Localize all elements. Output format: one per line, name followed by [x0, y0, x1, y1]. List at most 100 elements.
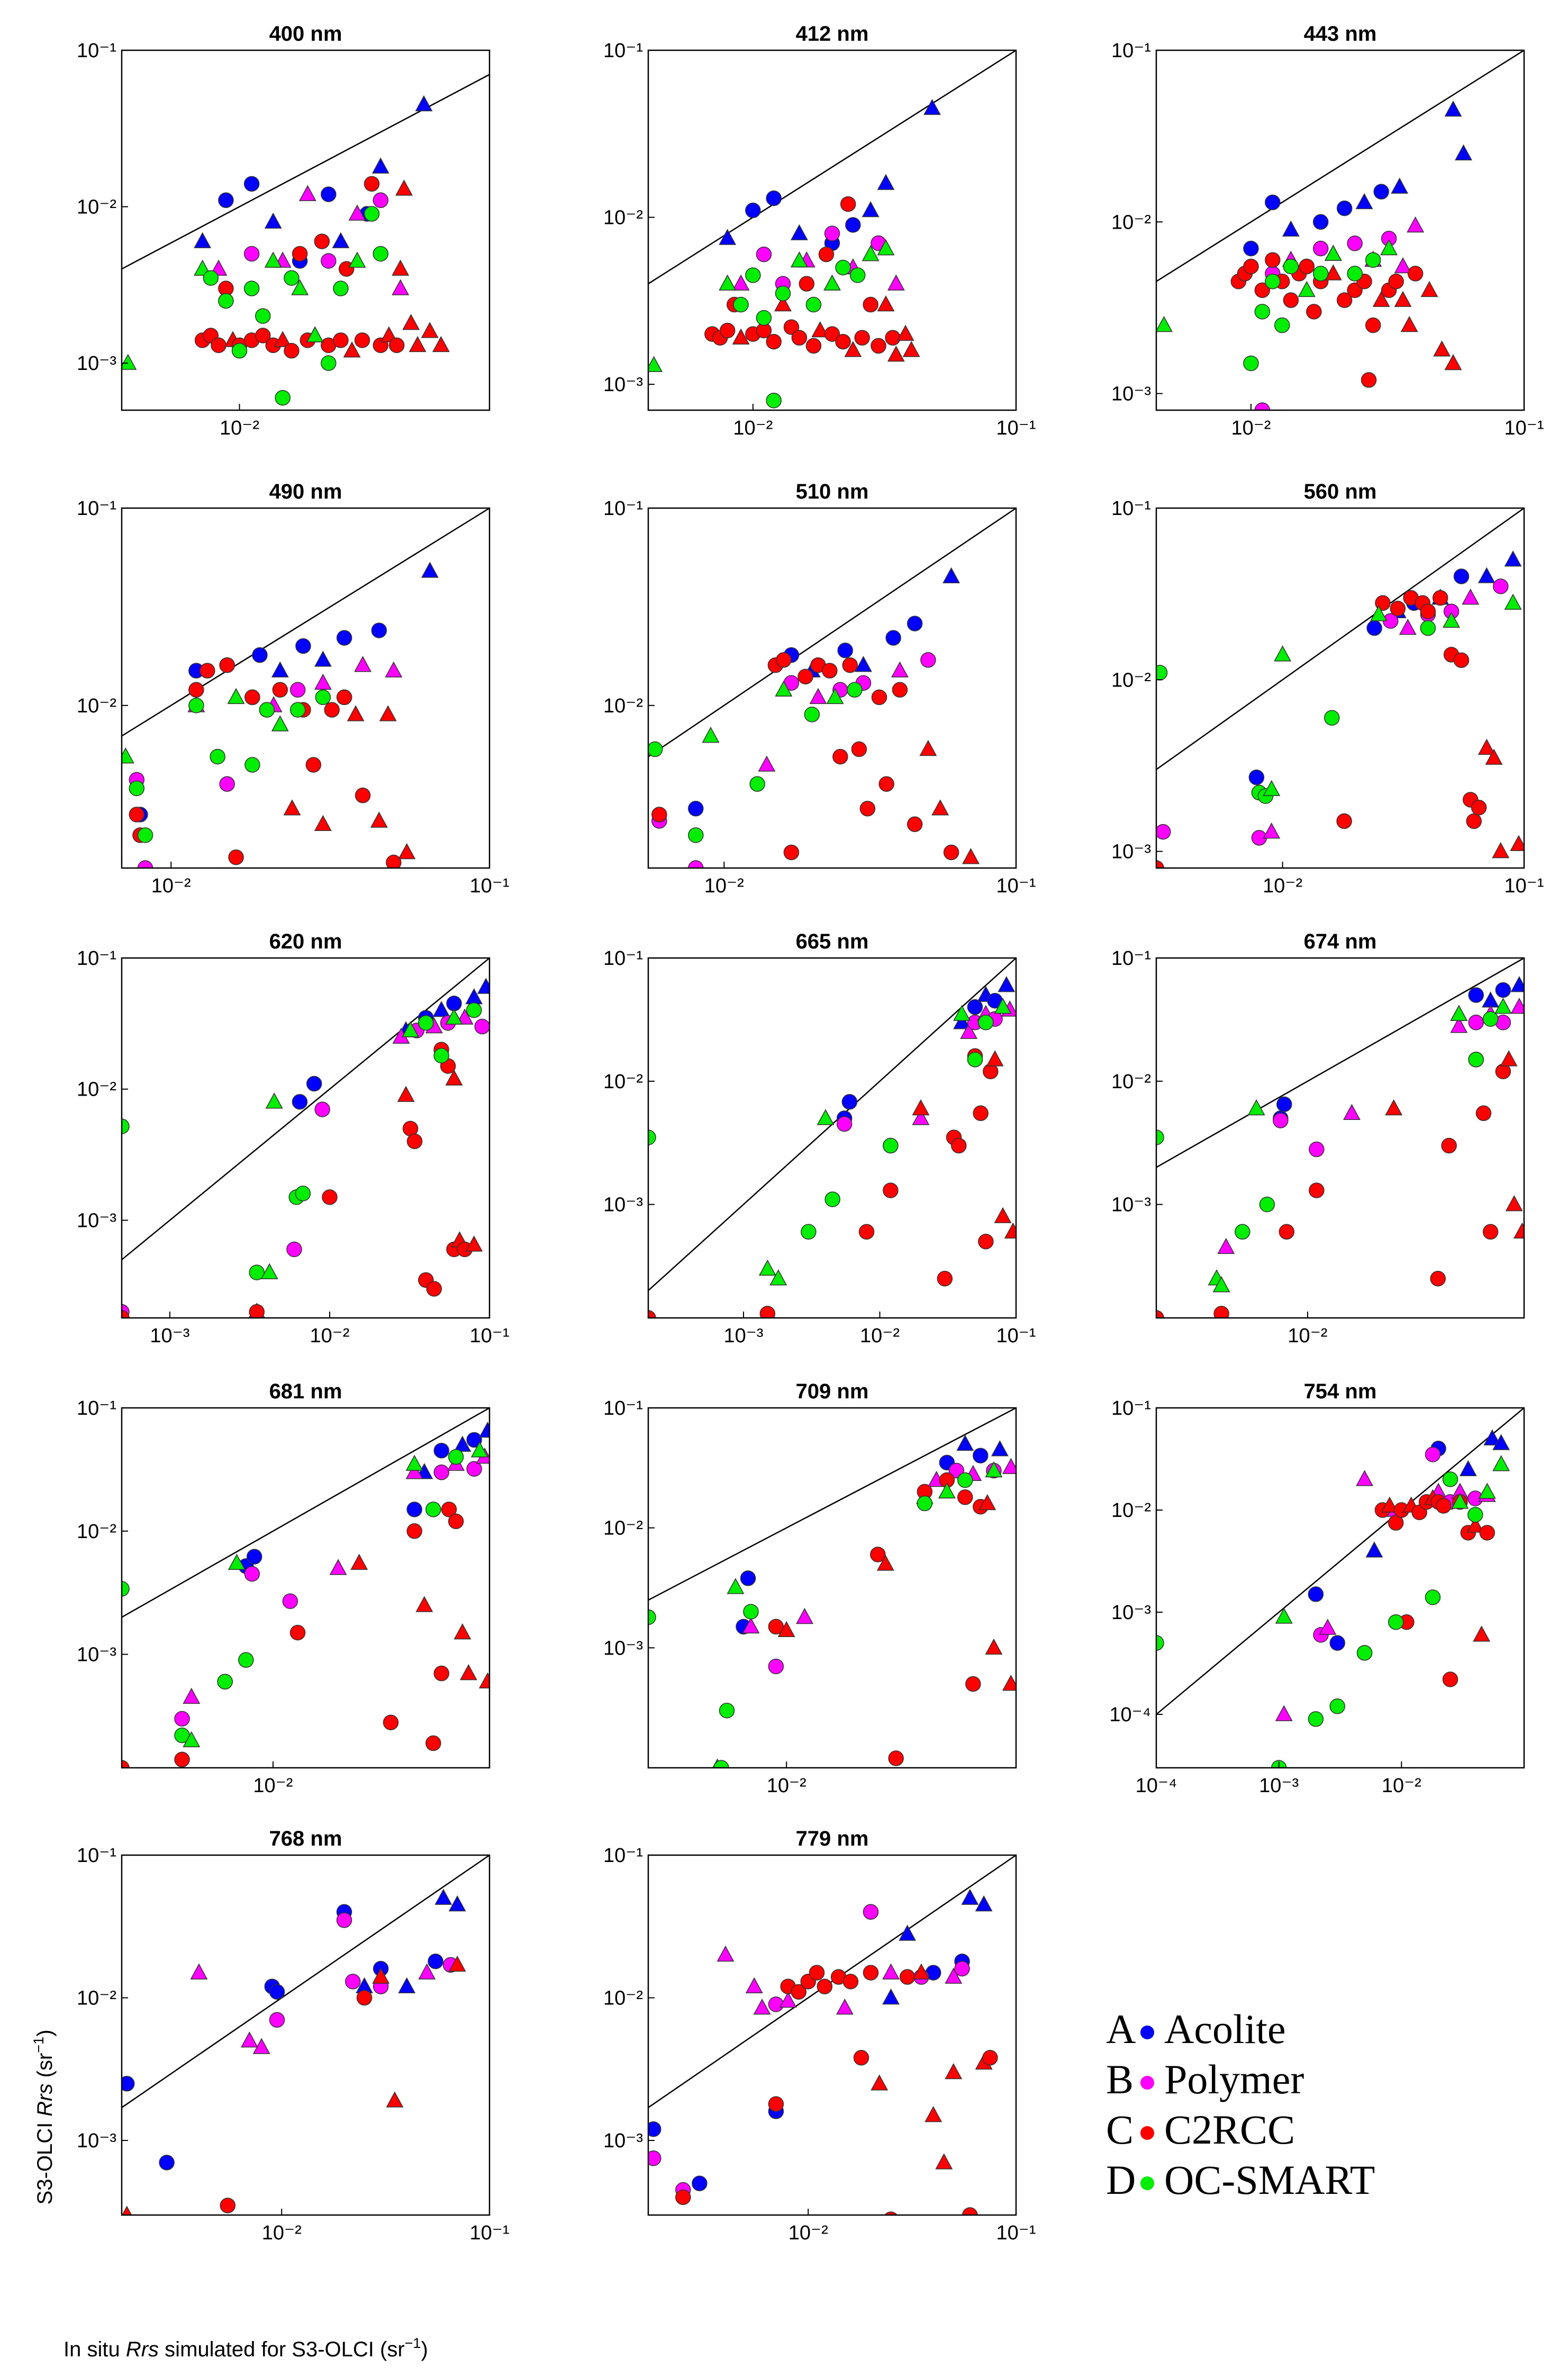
point-c2rcc: [432, 336, 450, 353]
point-c2rcc: [448, 1513, 464, 1530]
point-c2rcc: [777, 1621, 795, 1637]
point-polymer: [456, 1008, 474, 1025]
x-tick-label: 10⁻¹: [1504, 875, 1544, 897]
one-to-one-line: [648, 1408, 1016, 1601]
point-polymer: [1425, 1447, 1441, 1462]
y-axis-label: S3-OLCI Rrs (sr−1): [31, 2030, 57, 2205]
y-tick-label: 10⁻¹: [77, 1845, 116, 1867]
point-acolite: [428, 1953, 443, 1969]
point-c2rcc: [892, 682, 908, 698]
panel-400-nm: 400 nm 10⁻³ 10⁻² 10⁻¹ 10⁻²: [77, 22, 491, 439]
point-oc-smart: [1274, 317, 1290, 333]
point-polymer: [286, 1241, 302, 1258]
point-c2rcc: [912, 1099, 930, 1116]
legend-letter: B: [1106, 2056, 1134, 2102]
point-polymer: [863, 1904, 879, 1920]
plot-frame: [121, 957, 491, 1319]
point-polymer: [836, 1116, 853, 1132]
point-oc-smart: [775, 285, 791, 302]
data-points: [648, 976, 1016, 1318]
point-oc-smart: [824, 1191, 840, 1207]
point-acolite: [923, 98, 941, 115]
point-oc-smart: [122, 747, 134, 764]
point-polymer: [282, 1593, 298, 1609]
point-acolite: [790, 224, 808, 240]
point-polymer: [418, 1963, 436, 1980]
legend-label: OC-SMART: [1164, 2157, 1375, 2203]
point-oc-smart: [1156, 1635, 1164, 1651]
point-acolite: [1312, 214, 1329, 230]
point-polymer: [960, 1023, 978, 1039]
plot-frame: [121, 1407, 491, 1769]
y-tick-label: 10⁻¹: [603, 40, 643, 62]
y-tick-label: 10⁻²: [77, 695, 116, 717]
point-c2rcc: [1306, 304, 1322, 320]
point-polymer: [1273, 1113, 1289, 1128]
point-acolite: [855, 656, 872, 672]
point-c2rcc: [1471, 800, 1487, 816]
point-c2rcc: [364, 176, 380, 192]
point-c2rcc: [122, 1760, 130, 1768]
point-oc-smart: [295, 1186, 311, 1201]
point-oc-smart: [727, 1578, 745, 1594]
y-tick-label: 10⁻²: [603, 1071, 643, 1093]
point-polymer: [474, 1018, 490, 1035]
x-tick-label: 10⁻³: [150, 1325, 189, 1347]
y-tick-label: 10⁻¹: [1111, 40, 1151, 62]
point-acolite: [882, 1988, 900, 2005]
point-oc-smart: [1275, 1607, 1293, 1624]
point-oc-smart: [805, 296, 822, 313]
point-polymer: [1394, 257, 1412, 274]
point-c2rcc: [978, 1233, 994, 1250]
point-oc-smart: [425, 1502, 441, 1517]
point-oc-smart: [275, 390, 291, 406]
point-polymer: [1399, 619, 1417, 635]
point-polymer: [336, 1912, 352, 1928]
point-c2rcc: [1495, 1063, 1511, 1080]
y-tick-label: 10⁻⁴: [1109, 1704, 1151, 1726]
point-acolite: [885, 630, 901, 646]
point-c2rcc: [292, 246, 308, 262]
x-tick-label: 10⁻³: [1259, 1775, 1299, 1797]
panel-754-nm: 754 nm 10⁻⁴ 10⁻³ 10⁻² 10⁻¹ 10⁻⁴ 10⁻³ 10⁻²: [1109, 1380, 1525, 1797]
point-oc-smart: [790, 251, 808, 268]
point-acolite: [766, 190, 782, 206]
x-tick-label: 10⁻²: [733, 417, 773, 439]
panel-title: 754 nm: [1304, 1380, 1377, 1403]
point-c2rcc: [397, 1086, 415, 1102]
point-polymer: [348, 204, 366, 221]
point-oc-smart: [823, 274, 841, 291]
point-c2rcc: [314, 815, 332, 831]
point-c2rcc: [255, 328, 271, 344]
x-tick-label: 10⁻¹: [996, 1325, 1036, 1347]
point-acolite: [448, 1895, 466, 1912]
x-tick-label: 10⁻¹: [1504, 417, 1544, 439]
panel-412-nm: 412 nm 10⁻³ 10⁻² 10⁻¹ 10⁻² 10⁻¹: [603, 22, 1036, 439]
point-polymer: [891, 661, 909, 677]
point-c2rcc: [832, 748, 848, 765]
x-tick-label: 10⁻²: [151, 875, 191, 897]
point-acolite: [975, 1895, 993, 1912]
plot-frame: [1155, 49, 1525, 411]
point-acolite: [1329, 1635, 1345, 1651]
point-c2rcc: [1453, 652, 1470, 668]
point-oc-smart: [466, 1002, 482, 1018]
panel-title: 560 nm: [1304, 480, 1377, 503]
panel-510-nm: 510 nm 10⁻² 10⁻¹ 10⁻² 10⁻¹: [603, 480, 1036, 897]
panel-620-nm: 620 nm 10⁻³ 10⁻² 10⁻¹ 10⁻³ 10⁻² 10⁻¹: [77, 930, 509, 1347]
point-oc-smart: [1156, 1129, 1164, 1145]
point-acolite: [159, 2155, 175, 2171]
point-c2rcc: [791, 1984, 807, 2000]
point-oc-smart: [749, 776, 765, 792]
point-oc-smart: [244, 757, 260, 773]
point-c2rcc: [1156, 860, 1164, 868]
y-tick-label: 10⁻¹: [1111, 498, 1151, 520]
point-acolite: [745, 202, 761, 219]
point-oc-smart: [183, 1731, 201, 1748]
point-acolite: [1492, 1434, 1510, 1450]
point-polymer: [1407, 216, 1425, 233]
point-c2rcc: [289, 1624, 306, 1641]
point-oc-smart: [702, 727, 720, 743]
point-c2rcc: [249, 1304, 265, 1318]
point-acolite: [967, 999, 983, 1015]
